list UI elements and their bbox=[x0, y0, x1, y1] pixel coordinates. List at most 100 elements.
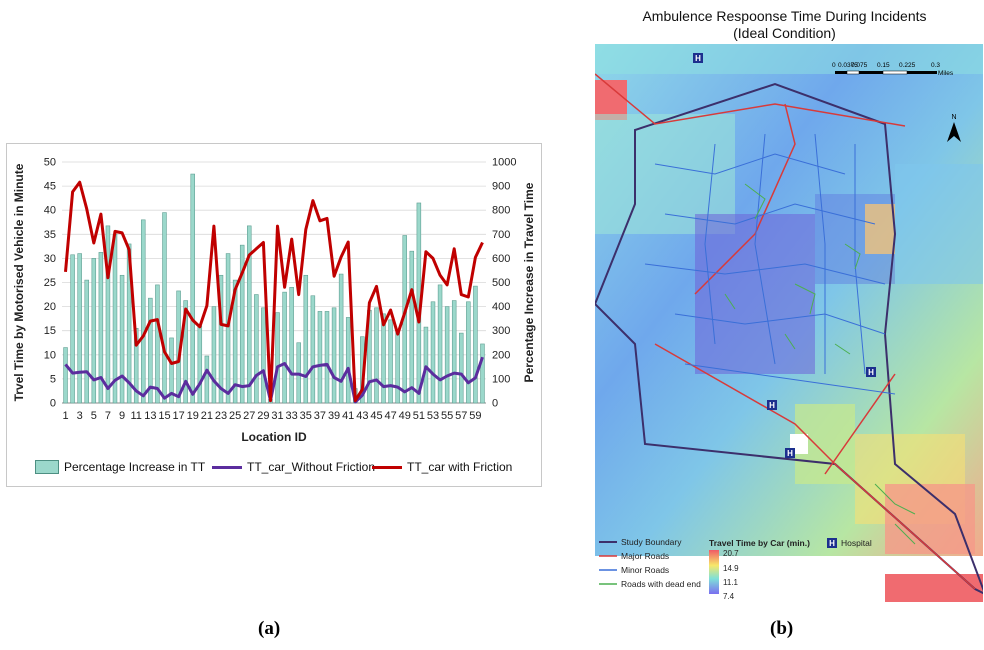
y-left-tick-label: 50 bbox=[44, 157, 56, 169]
bar bbox=[84, 279, 89, 404]
bar bbox=[480, 343, 485, 404]
bar bbox=[324, 311, 330, 404]
legend-item-without-friction: TT_car_Without Friction bbox=[212, 460, 375, 474]
bar bbox=[190, 173, 195, 404]
bar bbox=[218, 274, 224, 404]
bar bbox=[232, 279, 238, 404]
bar bbox=[112, 234, 118, 404]
scale-label-3: 0.15 bbox=[877, 62, 890, 69]
bar bbox=[381, 313, 386, 404]
bar bbox=[141, 219, 146, 404]
chart-panel: 0 5 10 15 20 25 30 35 40 45 50 0 100 200 300 400 500 600 7… bbox=[6, 143, 542, 487]
bar bbox=[183, 300, 188, 404]
bar bbox=[437, 284, 443, 404]
x-tick-label: 35 bbox=[300, 410, 312, 422]
series-line-without-friction bbox=[64, 356, 484, 404]
bar bbox=[430, 301, 436, 404]
map-legend-val-2: 11.1 bbox=[723, 578, 739, 587]
x-tick-label: 31 bbox=[271, 410, 283, 422]
bar bbox=[211, 306, 217, 404]
bar bbox=[374, 307, 379, 404]
x-tick-label: 21 bbox=[201, 410, 213, 422]
x-tick-label: 13 bbox=[144, 410, 156, 422]
panel-label-b: (b) bbox=[770, 618, 794, 639]
y-right-tick-label: 500 bbox=[492, 277, 510, 289]
bar bbox=[204, 355, 210, 404]
hospital-marker-1: H bbox=[695, 54, 701, 63]
x-tick-label: 51 bbox=[413, 410, 425, 422]
hospital-marker-2: H bbox=[769, 401, 775, 410]
bar bbox=[77, 253, 82, 404]
map-legend-val-3: 7.4 bbox=[723, 592, 735, 601]
hospital-marker-3: H bbox=[868, 368, 874, 377]
legend-label-percentage: Percentage Increase in TT bbox=[64, 460, 206, 474]
hospital-markers: H H H H bbox=[693, 53, 876, 458]
bar bbox=[331, 307, 337, 404]
hospital-marker-4: H bbox=[787, 449, 793, 458]
map-legend-hospital-icon: H bbox=[829, 539, 835, 548]
y-right-tick-label: 600 bbox=[492, 253, 510, 265]
y-left-tick-label: 40 bbox=[44, 205, 56, 217]
y-left-tick-label: 45 bbox=[44, 181, 56, 193]
bar bbox=[169, 337, 174, 404]
map-legend: Study Boundary Major Roads Minor Roads R… bbox=[599, 537, 872, 601]
bar bbox=[63, 347, 68, 404]
bar bbox=[451, 300, 457, 404]
x-tick-label: 7 bbox=[105, 410, 111, 422]
map-svg: H H H H 0 0.0375 0.075 0.15 0.225 0.3 Mi… bbox=[593, 44, 984, 602]
x-tick-label: 15 bbox=[158, 410, 170, 422]
bar bbox=[345, 317, 351, 404]
x-tick-label: 17 bbox=[172, 410, 184, 422]
y-right-tick-label: 900 bbox=[492, 181, 510, 193]
x-tick-label: 23 bbox=[215, 410, 227, 422]
y-left-tick-label: 10 bbox=[44, 349, 56, 361]
map-legend-major: Major Roads bbox=[621, 551, 669, 561]
north-label: N bbox=[951, 114, 956, 121]
scale-bar: 0 0.0375 0.075 0.15 0.225 0.3 Miles bbox=[832, 62, 954, 77]
legend-line-swatch-red bbox=[372, 465, 402, 469]
y-right-tick-label: 700 bbox=[492, 229, 510, 241]
x-tick-label: 5 bbox=[91, 410, 97, 422]
bar bbox=[444, 306, 450, 404]
map-legend-gradient-title: Travel Time by Car (min.) bbox=[709, 538, 810, 548]
bar bbox=[338, 273, 344, 404]
y-left-tick-label: 35 bbox=[44, 229, 56, 241]
scale-label-5: 0.3 bbox=[931, 62, 940, 69]
y-left-tick-label: 15 bbox=[44, 325, 56, 337]
x-tick-label: 49 bbox=[399, 410, 411, 422]
chart-svg: 0510152025303540455001002003004005006007… bbox=[12, 157, 536, 445]
y-right-tick-label: 1000 bbox=[492, 157, 516, 169]
y-right-tick-label: 400 bbox=[492, 301, 510, 313]
x-tick-label: 1 bbox=[62, 410, 68, 422]
y-right-tick-label: 800 bbox=[492, 205, 510, 217]
y-right-tick-label: 300 bbox=[492, 325, 510, 337]
map-legend-gradient-bar bbox=[709, 550, 719, 594]
north-arrow-icon: N bbox=[947, 114, 961, 142]
legend-item-with-friction: TT_car with Friction bbox=[372, 460, 512, 474]
legend-item-percentage: Percentage Increase in TT bbox=[35, 460, 205, 474]
bar bbox=[282, 291, 287, 404]
legend-label-without-friction: TT_car_Without Friction bbox=[247, 460, 376, 474]
y-left-tick-label: 0 bbox=[50, 398, 56, 410]
scale-label-4: 0.225 bbox=[899, 62, 916, 69]
map-legend-hospital: Hospital bbox=[841, 538, 872, 548]
x-tick-label: 37 bbox=[314, 410, 326, 422]
series-line-with-friction bbox=[64, 180, 484, 403]
x-tick-label: 19 bbox=[187, 410, 199, 422]
bar bbox=[239, 244, 245, 404]
bar bbox=[289, 287, 294, 404]
x-axis-title: Location ID bbox=[241, 430, 307, 444]
heat-grid bbox=[595, 44, 983, 602]
y-right-tick-label: 100 bbox=[492, 373, 510, 385]
bar bbox=[388, 319, 393, 404]
bar bbox=[395, 329, 400, 404]
bar bbox=[126, 243, 132, 404]
x-tick-label: 41 bbox=[342, 410, 354, 422]
y-left-tick-label: 30 bbox=[44, 253, 56, 265]
x-tick-label: 29 bbox=[257, 410, 269, 422]
x-tick-label: 11 bbox=[130, 410, 141, 422]
bar bbox=[225, 253, 231, 404]
bar bbox=[409, 250, 415, 404]
bar bbox=[98, 252, 104, 404]
bar bbox=[162, 212, 167, 404]
